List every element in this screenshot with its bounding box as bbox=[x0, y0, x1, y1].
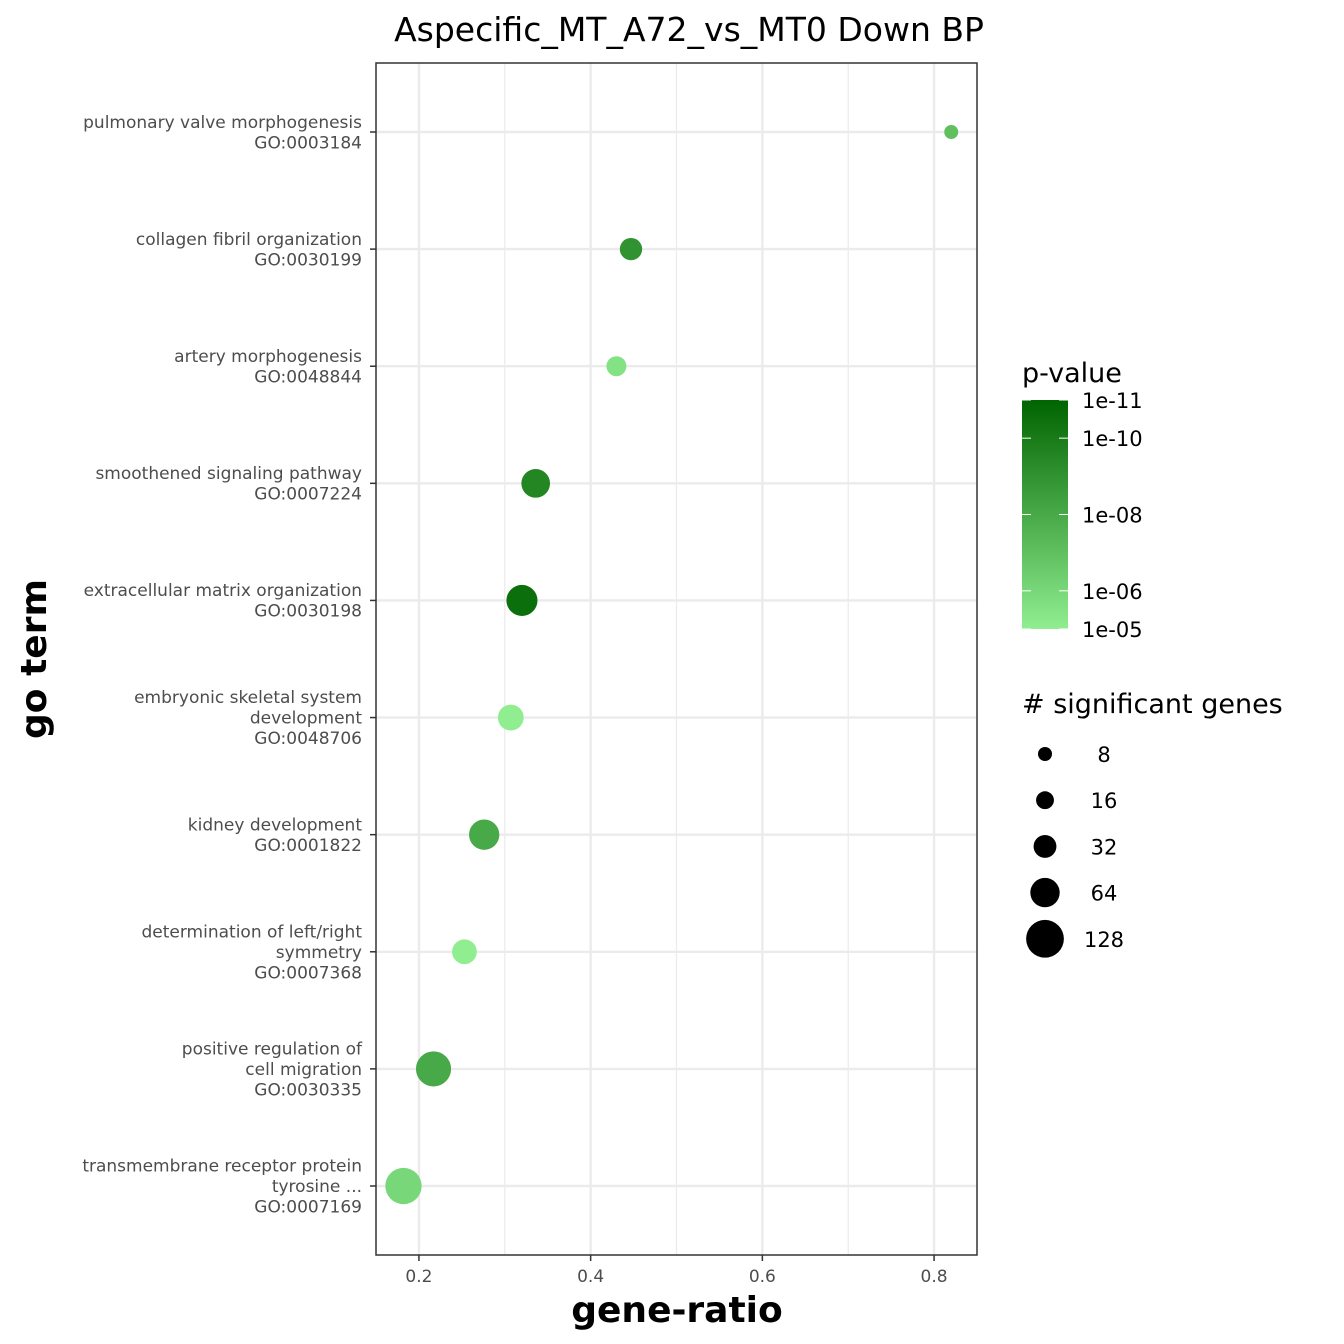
y-tick-label: GO:0030199 bbox=[254, 250, 362, 270]
size-legend-dot bbox=[1030, 877, 1060, 908]
y-tick-label: collagen fibril organization bbox=[136, 230, 362, 250]
color-legend-label: 1e-06 bbox=[1082, 580, 1143, 604]
y-tick-label: GO:0048844 bbox=[254, 367, 362, 387]
y-tick-label: transmembrane receptor protein bbox=[82, 1157, 362, 1177]
size-legend-dot bbox=[1033, 834, 1057, 858]
y-tick-label: development bbox=[250, 709, 362, 729]
x-tick-label: 0.6 bbox=[749, 1267, 776, 1287]
data-point bbox=[521, 468, 551, 498]
y-axis-label: go term bbox=[14, 579, 55, 739]
x-axis-label: gene-ratio bbox=[571, 1290, 783, 1331]
data-point bbox=[497, 704, 524, 731]
size-legend-label: 8 bbox=[1097, 743, 1110, 767]
y-tick-label: GO:0030335 bbox=[254, 1080, 362, 1100]
size-legend: # significant genes 8 16 32 64 128 bbox=[1022, 689, 1283, 958]
y-tick-label: GO:0007224 bbox=[254, 485, 362, 505]
data-point bbox=[469, 819, 500, 850]
data-point bbox=[385, 1167, 422, 1205]
size-legend-title: # significant genes bbox=[1022, 689, 1283, 720]
y-tick-label: GO:0030198 bbox=[254, 602, 362, 622]
data-point bbox=[415, 1051, 452, 1087]
y-tick-label: GO:0003184 bbox=[254, 133, 362, 153]
data-point bbox=[452, 939, 477, 965]
color-legend-label: 1e-05 bbox=[1082, 618, 1143, 642]
y-tick-label: GO:0048706 bbox=[254, 729, 362, 749]
data-point bbox=[944, 125, 959, 139]
y-tick-label: smoothened signaling pathway bbox=[95, 464, 362, 484]
data-point bbox=[606, 356, 627, 377]
color-legend-label: 1e-10 bbox=[1082, 427, 1143, 451]
y-tick-label: kidney development bbox=[188, 815, 363, 835]
data-point bbox=[506, 584, 538, 616]
y-tick-label: positive regulation of bbox=[182, 1039, 363, 1059]
size-legend-label: 32 bbox=[1091, 835, 1118, 859]
y-tick-label: tyrosine ... bbox=[272, 1177, 362, 1197]
color-legend-title: p-value bbox=[1022, 358, 1122, 389]
y-tick-label: extracellular matrix organization bbox=[84, 581, 362, 601]
chart-title: Aspecific_MT_A72_vs_MT0 Down BP bbox=[394, 10, 984, 49]
size-legend-dot bbox=[1036, 791, 1054, 810]
size-legend-dot bbox=[1026, 919, 1064, 958]
size-legend-dot bbox=[1038, 747, 1052, 761]
color-legend-label: 1e-08 bbox=[1082, 504, 1143, 528]
y-tick-label: pulmonary valve morphogenesis bbox=[83, 113, 362, 133]
y-tick-label: cell migration bbox=[245, 1060, 362, 1080]
y-tick-label: GO:0007169 bbox=[254, 1198, 362, 1218]
panel-border bbox=[375, 62, 978, 1256]
y-tick-label: artery morphogenesis bbox=[174, 347, 362, 367]
size-legend-label: 64 bbox=[1091, 882, 1118, 906]
y-tick-label: symmetry bbox=[276, 943, 362, 963]
y-tick-label: GO:0007368 bbox=[254, 963, 362, 983]
size-legend-label: 128 bbox=[1084, 928, 1124, 952]
data-point bbox=[619, 237, 643, 261]
color-legend-label: 1e-11 bbox=[1082, 389, 1143, 413]
y-tick-label: determination of left/right bbox=[141, 922, 362, 942]
y-tick-label: GO:0001822 bbox=[254, 836, 362, 856]
x-tick-label: 0.8 bbox=[921, 1267, 948, 1287]
color-legend: p-value 1e-11 1e-10 1e-08 1e-06 1e-05 bbox=[1022, 358, 1143, 642]
x-tick-label: 0.4 bbox=[577, 1267, 604, 1287]
size-legend-label: 16 bbox=[1091, 789, 1118, 813]
plot-panel: 0.2 0.4 0.6 0.8 pulmonary valve morphogenesi… bbox=[82, 62, 978, 1287]
x-tick-label: 0.2 bbox=[405, 1267, 432, 1287]
y-tick-label: embryonic skeletal system bbox=[134, 688, 362, 708]
